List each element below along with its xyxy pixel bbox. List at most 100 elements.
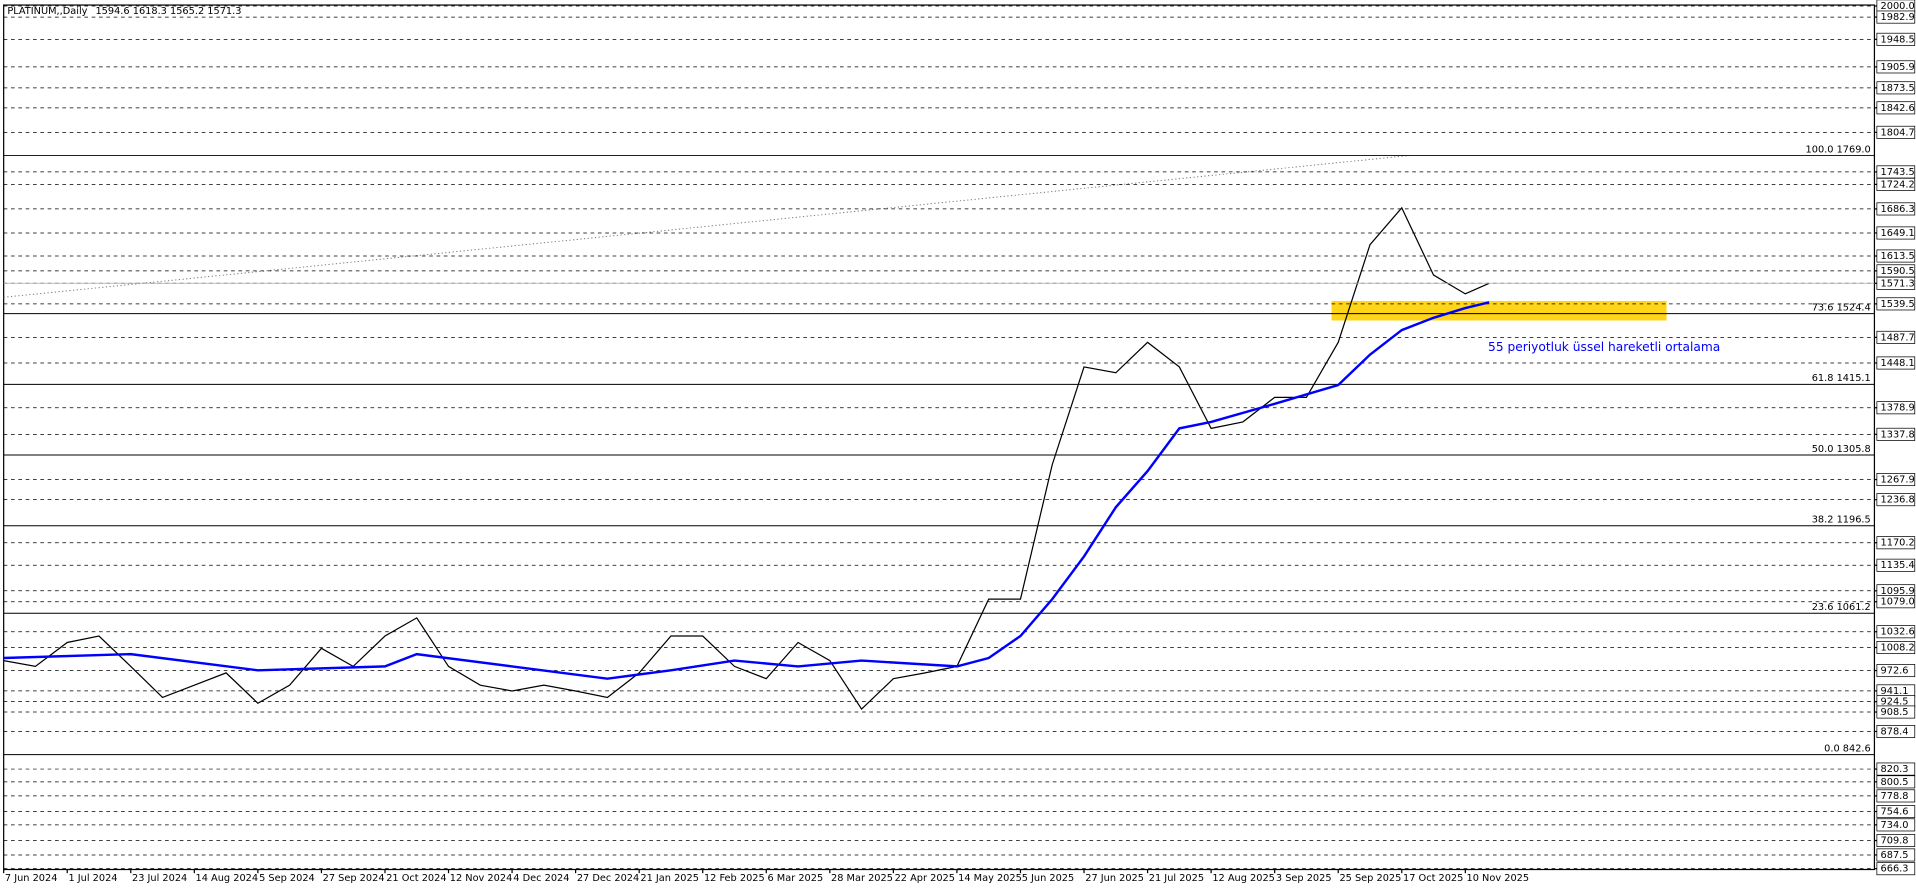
y-tick-label: 1378.9 — [1881, 403, 1915, 414]
y-tick-label: 778.8 — [1881, 791, 1909, 802]
y-tick-box — [1876, 177, 1916, 191]
y-tick-label: 1079.0 — [1881, 597, 1915, 608]
y-tick-box — [1876, 276, 1916, 290]
annotation: 55 periyotluk üssel hareketli ortalama — [1488, 340, 1720, 354]
y-tick-box — [1876, 848, 1916, 862]
x-tick-label: 3 Sep 2025 — [1276, 873, 1332, 884]
x-tick-label: 10 Nov 2025 — [1467, 873, 1530, 884]
y-tick-label: 1905.9 — [1881, 62, 1915, 73]
fib-label: 0.0 842.6 — [1824, 744, 1871, 755]
y-tick-box — [1876, 664, 1916, 678]
y-tick-label: 941.1 — [1881, 686, 1909, 697]
y-tick-label: 878.4 — [1881, 726, 1909, 737]
x-tick-label: 12 Nov 2024 — [450, 873, 513, 884]
y-tick-label: 1539.5 — [1881, 299, 1915, 310]
y-tick-label: 1571.3 — [1881, 278, 1915, 289]
y-tick-box — [1876, 595, 1916, 609]
y-tick-box — [1876, 558, 1916, 572]
y-tick-label: 800.5 — [1881, 777, 1909, 788]
x-tick-label: 17 Oct 2025 — [1403, 873, 1463, 884]
y-tick-box — [1876, 705, 1916, 719]
x-tick-label: 27 Jun 2025 — [1085, 873, 1144, 884]
y-tick-box — [1876, 625, 1916, 639]
price-line — [3, 206, 1490, 711]
y-tick-box — [1876, 862, 1916, 876]
y-tick-box — [1876, 762, 1916, 776]
x-tick-label: 21 Oct 2024 — [386, 873, 446, 884]
y-tick-box — [1876, 536, 1916, 550]
y-tick-box — [1876, 297, 1916, 311]
y-tick-label: 1982.9 — [1881, 12, 1915, 23]
y-tick-box — [1876, 202, 1916, 216]
y-tick-box — [1876, 101, 1916, 115]
y-tick-box — [1876, 249, 1916, 263]
y-tick-box — [1876, 60, 1916, 74]
y-tick-box — [1876, 32, 1916, 46]
x-tick-label: 28 Mar 2025 — [831, 873, 893, 884]
y-tick-label: 1743.5 — [1881, 167, 1915, 178]
y-tick-box — [1876, 493, 1916, 507]
y-tick-box — [1876, 10, 1916, 24]
y-tick-label: 1873.5 — [1881, 83, 1915, 94]
y-tick-box — [1876, 226, 1916, 240]
y-tick-box — [1876, 401, 1916, 415]
y-tick-label: 1842.6 — [1881, 103, 1915, 114]
y-tick-label: 1267.9 — [1881, 475, 1915, 486]
y-tick-box — [1876, 775, 1916, 789]
y-tick-box — [1876, 641, 1916, 655]
y-tick-label: 1095.9 — [1881, 586, 1915, 597]
y-tick-box — [1876, 789, 1916, 803]
trend-line — [3, 154, 1410, 298]
y-tick-box — [1876, 81, 1916, 95]
y-tick-label: 908.5 — [1881, 707, 1909, 718]
y-tick-box — [1876, 125, 1916, 139]
x-tick-label: 5 Jun 2025 — [1022, 873, 1075, 884]
x-tick-label: 14 Aug 2024 — [196, 873, 259, 884]
y-tick-label: 1170.2 — [1881, 538, 1915, 549]
y-tick-label: 1804.7 — [1881, 127, 1915, 138]
y-tick-box — [1876, 356, 1916, 370]
chart-title: PLATINUM,,Daily 1594.6 1618.3 1565.2 157… — [7, 6, 241, 17]
y-tick-label: 820.3 — [1881, 764, 1909, 775]
y-tick-label: 1590.5 — [1881, 266, 1915, 277]
y-tick-box — [1876, 427, 1916, 441]
y-tick-box — [1876, 834, 1916, 848]
x-tick-label: 5 Sep 2024 — [259, 873, 315, 884]
y-tick-label: 1649.1 — [1881, 228, 1915, 239]
y-tick-label: 687.5 — [1881, 850, 1909, 861]
x-tick-label: 21 Jan 2025 — [640, 873, 699, 884]
y-tick-label: 1724.2 — [1881, 179, 1915, 190]
y-tick-label: 2000.0 — [1881, 1, 1915, 12]
price-line — [3, 301, 1490, 680]
plot-frame — [3, 4, 1876, 871]
x-tick-label: 7 Jun 2024 — [5, 873, 58, 884]
x-tick-label: 25 Sep 2025 — [1339, 873, 1401, 884]
support-zone — [1331, 300, 1667, 321]
y-tick-box — [1876, 805, 1916, 819]
y-tick-label: 1236.8 — [1881, 495, 1915, 506]
y-tick-label: 1487.7 — [1881, 332, 1915, 343]
fib-label: 100.0 1769.0 — [1806, 144, 1871, 155]
y-tick-label: 666.3 — [1881, 864, 1909, 875]
y-tick-box — [1876, 818, 1916, 832]
x-tick-label: 6 Mar 2025 — [767, 873, 823, 884]
x-tick-label: 1 Jul 2024 — [68, 873, 117, 884]
x-tick-label: 14 May 2025 — [958, 873, 1022, 884]
y-tick-box — [1876, 473, 1916, 487]
fib-label: 73.6 1524.4 — [1812, 303, 1871, 314]
fib-label: 38.2 1196.5 — [1812, 515, 1871, 526]
x-tick-label: 23 Jul 2024 — [132, 873, 187, 884]
x-tick-label: 4 Dec 2024 — [513, 873, 569, 884]
y-tick-label: 1948.5 — [1881, 34, 1915, 45]
x-tick-label: 12 Feb 2025 — [704, 873, 765, 884]
symbol: PLATINUM,,Daily — [7, 6, 87, 17]
y-tick-box — [1876, 330, 1916, 344]
y-tick-label: 1032.6 — [1881, 627, 1915, 638]
y-tick-label: 1008.2 — [1881, 643, 1915, 654]
y-tick-label: 1135.4 — [1881, 560, 1915, 571]
x-tick-label: 21 Jul 2025 — [1149, 873, 1204, 884]
fib-label: 23.6 1061.2 — [1812, 602, 1871, 613]
x-tick-label: 12 Aug 2025 — [1212, 873, 1275, 884]
